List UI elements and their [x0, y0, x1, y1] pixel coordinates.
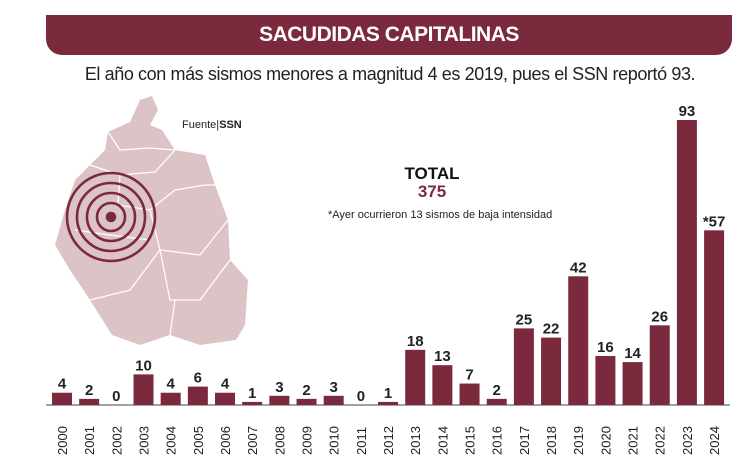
data-label: 7 [465, 367, 473, 384]
data-label: 18 [407, 333, 424, 350]
bar-2016 [486, 398, 507, 405]
bar-2008 [269, 395, 290, 405]
chart-title: SACUDIDAS CAPITALINAS [259, 23, 519, 46]
data-label: 25 [516, 311, 533, 328]
x-tick-label: 2020 [598, 426, 613, 455]
bar-2012 [378, 401, 399, 405]
x-tick-label: 2017 [517, 426, 532, 455]
data-label: 2 [85, 382, 93, 399]
x-tick-label: 2018 [544, 426, 559, 455]
data-label: 26 [651, 308, 668, 325]
bar-2023 [676, 120, 697, 405]
data-label: 42 [570, 259, 587, 276]
bar-2022 [649, 325, 670, 405]
x-tick-label: 2002 [109, 426, 124, 455]
title-banner: SACUDIDAS CAPITALINAS [46, 15, 732, 55]
data-label: 4 [167, 376, 176, 393]
x-tick-label: 2012 [381, 426, 396, 455]
footnote: *Ayer ocurrieron 13 sismos de baja inten… [328, 209, 553, 221]
bar-2019 [568, 276, 589, 405]
data-label: 14 [624, 345, 641, 362]
data-label: 4 [58, 376, 67, 393]
total-box: TOTAL 375 [370, 164, 494, 202]
data-label: 16 [597, 339, 614, 356]
bar-2021 [622, 362, 643, 405]
x-tick-label: 2006 [218, 426, 233, 455]
cdmx-map [55, 96, 248, 345]
data-label: 1 [384, 385, 392, 402]
total-label: TOTAL [404, 164, 460, 183]
chart-subtitle: El año con más sismos menores a magnitud… [84, 64, 696, 84]
x-tick-label: 2001 [82, 426, 97, 455]
data-label: 22 [543, 321, 560, 338]
bar-2004 [160, 392, 181, 405]
x-tick-label: 2000 [55, 426, 70, 455]
x-tick-label: 2021 [626, 426, 641, 455]
x-tick-label: 2003 [137, 426, 152, 455]
bar-2000 [52, 392, 72, 405]
data-label: 13 [434, 348, 451, 365]
bar-2018 [541, 337, 562, 405]
x-tick-label: 2024 [707, 426, 722, 455]
bar-2005 [187, 386, 208, 405]
bar-2006 [215, 392, 236, 405]
bar-2003 [133, 374, 154, 405]
x-tick-label: 2019 [571, 426, 586, 455]
bar-2017 [513, 328, 534, 405]
bar-2001 [79, 398, 100, 405]
epicenter-rings-icon [65, 171, 157, 263]
data-label: 4 [221, 376, 230, 393]
x-tick-label: 2015 [463, 426, 478, 455]
data-label: 2 [493, 382, 501, 399]
x-tick-label: 2022 [653, 426, 668, 455]
bar-2007 [242, 401, 263, 405]
x-tick-label: 2016 [490, 426, 505, 455]
bar-2020 [595, 355, 616, 405]
x-tick-label: 2009 [300, 426, 315, 455]
x-tick-label: 2023 [680, 426, 695, 455]
bar-2014 [432, 365, 453, 405]
bar-2009 [296, 398, 317, 405]
bar-2024 [704, 230, 725, 405]
bar-2015 [459, 383, 480, 405]
x-tick-label: 2007 [245, 426, 260, 455]
x-tick-label: 2004 [164, 426, 179, 455]
data-label: 1 [248, 385, 256, 402]
source-name: SSN [219, 119, 242, 131]
data-label: 93 [679, 103, 696, 120]
data-label: 3 [275, 379, 283, 396]
bar-2010 [323, 395, 344, 405]
data-label: 0 [357, 388, 365, 405]
x-tick-label: 2013 [408, 426, 423, 455]
x-tick-label: 2008 [272, 426, 287, 455]
x-tick-label: 2005 [191, 426, 206, 455]
source-label: Fuente| [182, 119, 220, 131]
x-tick-label: 2010 [327, 426, 342, 455]
data-label: 6 [194, 370, 202, 387]
data-label: 2 [302, 382, 310, 399]
data-label: 3 [330, 379, 338, 396]
total-value: 375 [417, 182, 447, 201]
x-tick-label: 2011 [354, 427, 369, 455]
source-credit: Fuente|SSN [182, 119, 242, 131]
data-label: 0 [112, 388, 120, 405]
data-label: *57 [703, 213, 726, 230]
x-tick-label: 2014 [435, 426, 450, 455]
data-label: 10 [135, 357, 152, 374]
bar-2013 [405, 349, 426, 405]
